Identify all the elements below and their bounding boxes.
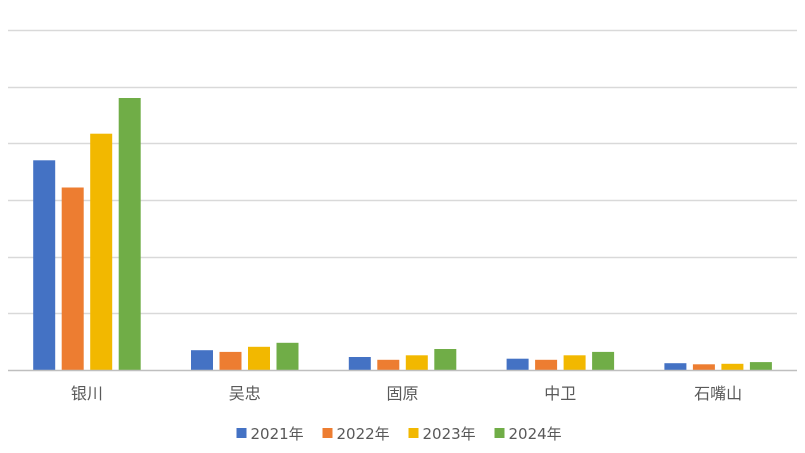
bar-2024年-石嘴山	[749, 362, 772, 370]
bar-2022年-吴忠	[219, 351, 242, 370]
bar-2023年-银川	[90, 133, 113, 370]
bars	[33, 98, 772, 370]
bar-2021年-石嘴山	[664, 363, 687, 370]
bar-2023年-石嘴山	[721, 363, 744, 370]
legend-swatch	[494, 428, 505, 438]
bar-2024年-银川	[118, 98, 141, 370]
bar-2024年-固原	[434, 349, 457, 370]
bar-2022年-银川	[61, 187, 84, 370]
x-tick-label: 中卫	[544, 384, 576, 403]
legend-label: 2023年	[423, 425, 476, 443]
bar-2021年-银川	[33, 160, 56, 370]
x-tick-label: 吴忠	[229, 384, 261, 403]
legend: 2021年 2022年 2023年 2024年	[236, 425, 562, 443]
bar-2024年-吴忠	[276, 342, 299, 370]
legend-swatch	[236, 428, 247, 438]
legend-label: 2022年	[337, 425, 390, 443]
bar-2023年-吴忠	[248, 346, 270, 370]
bar-2021年-固原	[348, 357, 371, 370]
legend-item: 2021年	[236, 425, 304, 443]
bar-2022年-固原	[377, 359, 400, 370]
bar-2021年-中卫	[506, 358, 529, 370]
bar-2024年-中卫	[592, 351, 615, 370]
bar-2023年-中卫	[563, 355, 586, 370]
legend-label: 2024年	[509, 425, 562, 443]
bar-2022年-石嘴山	[692, 364, 715, 370]
bar-2022年-中卫	[535, 359, 558, 370]
legend-item: 2023年	[408, 425, 476, 443]
legend-item: 2022年	[322, 425, 390, 443]
bar-2021年-吴忠	[191, 350, 213, 370]
x-tick-label: 银川	[71, 384, 103, 403]
bar-2023年-固原	[405, 355, 428, 370]
x-tick-label: 固原	[386, 384, 418, 403]
legend-item: 2024年	[494, 425, 562, 443]
legend-swatch	[408, 428, 419, 438]
x-tick-label: 石嘴山	[694, 384, 742, 403]
x-axis: 银川 吴忠 固原 中卫 石嘴山	[8, 369, 797, 403]
legend-swatch	[322, 428, 333, 438]
legend-label: 2021年	[251, 425, 304, 443]
